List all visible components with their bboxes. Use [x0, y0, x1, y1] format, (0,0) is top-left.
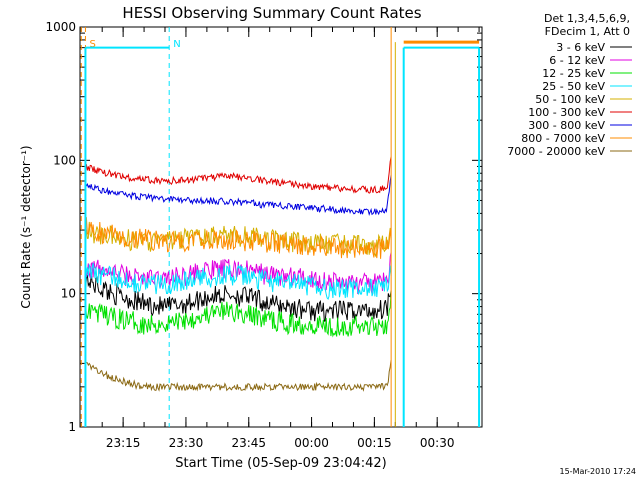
series-line: [84, 272, 392, 322]
plot-frame: [79, 26, 483, 428]
y-tick-label: 1000: [45, 20, 76, 34]
legend-entry-label: 25 - 50 keV: [542, 80, 605, 93]
series-line: [84, 291, 392, 338]
legend-entry-label: 50 - 100 keV: [535, 93, 605, 106]
x-tick-label: 23:30: [169, 436, 204, 450]
x-tick-label: 23:45: [231, 436, 266, 450]
y-axis: 1 10 100 1000: [45, 20, 482, 434]
series-line: [84, 252, 392, 295]
chart-title: HESSI Observing Summary Count Rates: [122, 4, 421, 22]
x-tick-label: 00:30: [420, 436, 455, 450]
legend-entry-label: 6 - 12 keV: [549, 54, 605, 67]
legend-header-line-2: FDecim 1, Att 0: [545, 25, 630, 38]
series-line: [84, 262, 392, 300]
y-tick-label: 100: [53, 153, 76, 167]
series-line: [84, 217, 392, 259]
legend-header-line-1: Det 1,3,4,5,6,9,: [544, 12, 630, 25]
x-tick-label: 00:15: [357, 436, 392, 450]
series-line: [85, 360, 392, 392]
y-tick-label: 10: [61, 287, 76, 301]
marker-label: S: [89, 39, 95, 50]
y-tick-label: 1: [68, 420, 76, 434]
timestamp: 15-Mar-2010 17:24: [560, 467, 637, 476]
legend-entry-label: 300 - 800 keV: [528, 119, 605, 132]
x-axis: 23:15 23:30 23:45 00:00 00:15 00:30: [80, 27, 480, 450]
legend-entry-label: 800 - 7000 keV: [521, 132, 605, 145]
y-axis-label: Count Rate (s⁻¹ detector⁻¹): [19, 145, 33, 308]
legend-entry-label: 3 - 6 keV: [556, 41, 605, 54]
series-line: [85, 175, 392, 216]
x-tick-label: 00:00: [294, 436, 329, 450]
legend-entry-label: 100 - 300 keV: [528, 106, 605, 119]
series-line: [85, 156, 392, 194]
legend: Det 1,3,4,5,6,9, FDecim 1, Att 0 3 - 6 k…: [507, 12, 632, 158]
legend-entry-label: 7000 - 20000 keV: [507, 145, 605, 158]
marker-label: N: [173, 39, 180, 50]
x-tick-label: 23:15: [106, 436, 141, 450]
legend-entry-label: 12 - 25 keV: [542, 67, 605, 80]
series-group: [80, 27, 481, 427]
x-axis-label: Start Time (05-Sep-09 23:04:42): [175, 456, 386, 471]
